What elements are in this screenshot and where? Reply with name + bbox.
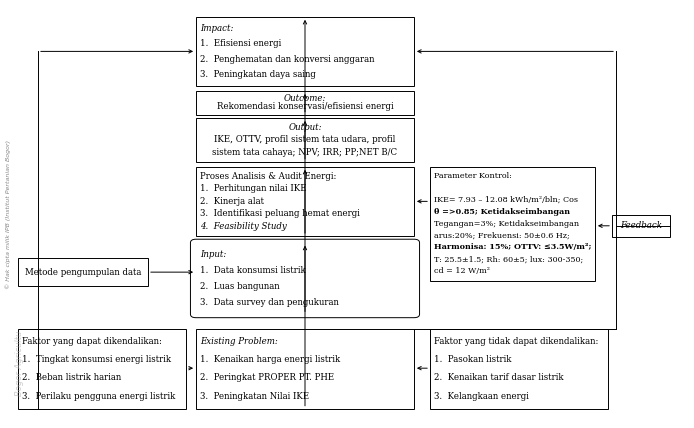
Text: 3.  Peningkatan Nilai IKE: 3. Peningkatan Nilai IKE	[200, 392, 310, 401]
Text: Rekomendasi konservasi/efisiensi energi: Rekomendasi konservasi/efisiensi energi	[217, 102, 393, 111]
Text: 2.  Beban listrik harian: 2. Beban listrik harian	[22, 373, 121, 382]
Text: 3.  Kelangkaan energi: 3. Kelangkaan energi	[434, 392, 529, 401]
Text: 4.  Feasibility Study: 4. Feasibility Study	[200, 222, 287, 231]
FancyBboxPatch shape	[196, 329, 414, 409]
Text: Feedback: Feedback	[620, 221, 662, 230]
FancyBboxPatch shape	[196, 17, 414, 86]
Text: IKE= 7.93 – 12.08 kWh/m²/bln; Cos: IKE= 7.93 – 12.08 kWh/m²/bln; Cos	[434, 196, 578, 204]
Text: Parameter Kontrol:: Parameter Kontrol:	[434, 172, 512, 180]
Text: 3.  Data survey dan pengukuran: 3. Data survey dan pengukuran	[200, 298, 339, 307]
Text: 2.  Penghematan dan konversi anggaran: 2. Penghematan dan konversi anggaran	[200, 55, 375, 64]
Text: θ =>0.85; Ketidakseimbangan: θ =>0.85; Ketidakseimbangan	[434, 208, 570, 216]
Text: 1.  Kenaikan harga energi listrik: 1. Kenaikan harga energi listrik	[200, 355, 341, 364]
Text: 3.  Identifikasi peluang hemat energi: 3. Identifikasi peluang hemat energi	[200, 209, 360, 218]
Text: T: 25.5±1.5; Rh: 60±5; lux: 300-350;: T: 25.5±1.5; Rh: 60±5; lux: 300-350;	[434, 256, 584, 263]
Text: Tegangan=3%; Ketidakseimbangan: Tegangan=3%; Ketidakseimbangan	[434, 220, 579, 228]
FancyBboxPatch shape	[196, 118, 414, 162]
Text: 2.  Kenaikan tarif dasar listrik: 2. Kenaikan tarif dasar listrik	[434, 373, 564, 382]
FancyBboxPatch shape	[18, 329, 186, 409]
Text: 2.  Peringkat PROPER PT. PHE: 2. Peringkat PROPER PT. PHE	[200, 373, 335, 382]
Text: arus:20%; Frekuensi: 50±0.6 Hz;: arus:20%; Frekuensi: 50±0.6 Hz;	[434, 232, 570, 240]
Text: sistem tata cahaya; NPV; IRR; PP;NET B/C: sistem tata cahaya; NPV; IRR; PP;NET B/C	[212, 148, 398, 157]
Text: 3.  Perilaku pengguna energi listrik: 3. Perilaku pengguna energi listrik	[22, 392, 176, 401]
Text: 1.  Data konsumsi listrik: 1. Data konsumsi listrik	[200, 266, 306, 275]
FancyBboxPatch shape	[196, 167, 414, 236]
Text: Proses Analisis & Audit Energi:: Proses Analisis & Audit Energi:	[200, 172, 337, 181]
Text: cd = 12 W/m²: cd = 12 W/m²	[434, 267, 490, 275]
Text: Harmonisa: 15%; OTTV: ≤3.5W/m²;: Harmonisa: 15%; OTTV: ≤3.5W/m²;	[434, 244, 592, 251]
Text: 2.  Luas bangunan: 2. Luas bangunan	[200, 282, 280, 291]
Text: 1.  Perhitungan nilai IKE: 1. Perhitungan nilai IKE	[200, 184, 307, 193]
Text: Outcome:: Outcome:	[284, 94, 326, 103]
Text: Output:: Output:	[288, 123, 322, 132]
Text: IKE, OTTV, profil sistem tata udara, profil: IKE, OTTV, profil sistem tata udara, pro…	[214, 135, 396, 144]
Text: Faktor yang tidak dapat dikendalikan:: Faktor yang tidak dapat dikendalikan:	[434, 337, 598, 346]
Text: Metode pengumpulan data: Metode pengumpulan data	[25, 268, 141, 276]
Text: © Hak cipta milik IPB (Institut Pertanian Bogor): © Hak cipta milik IPB (Institut Pertania…	[6, 140, 11, 288]
FancyBboxPatch shape	[430, 167, 595, 281]
Text: 1.  Efisiensi energi: 1. Efisiensi energi	[200, 39, 281, 48]
FancyBboxPatch shape	[430, 329, 608, 409]
Text: 2.  Kinerja alat: 2. Kinerja alat	[200, 197, 264, 206]
FancyBboxPatch shape	[18, 258, 148, 286]
Text: 1.  Pasokan listrik: 1. Pasokan listrik	[434, 355, 511, 364]
Text: Existing Problem:: Existing Problem:	[200, 337, 278, 346]
FancyBboxPatch shape	[196, 91, 414, 115]
FancyBboxPatch shape	[190, 239, 420, 318]
Text: Input:: Input:	[200, 250, 226, 259]
Text: 3.  Peningkatan daya saing: 3. Peningkatan daya saing	[200, 70, 316, 79]
Text: Impact:: Impact:	[200, 24, 234, 33]
Text: 1.  Tingkat konsumsi energi listrik: 1. Tingkat konsumsi energi listrik	[22, 355, 171, 364]
FancyBboxPatch shape	[612, 215, 670, 237]
Text: Bogor Agricultu: Bogor Agricultu	[15, 331, 24, 396]
Text: Faktor yang dapat dikendalikan:: Faktor yang dapat dikendalikan:	[22, 337, 162, 346]
